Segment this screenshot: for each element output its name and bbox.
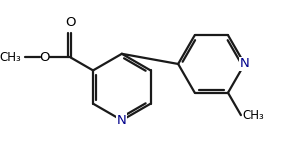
Text: CH₃: CH₃	[243, 109, 264, 122]
Text: O: O	[65, 16, 76, 29]
Text: N: N	[240, 58, 249, 71]
Text: CH₃: CH₃	[0, 51, 21, 64]
Text: O: O	[39, 51, 50, 64]
Text: N: N	[117, 114, 127, 127]
